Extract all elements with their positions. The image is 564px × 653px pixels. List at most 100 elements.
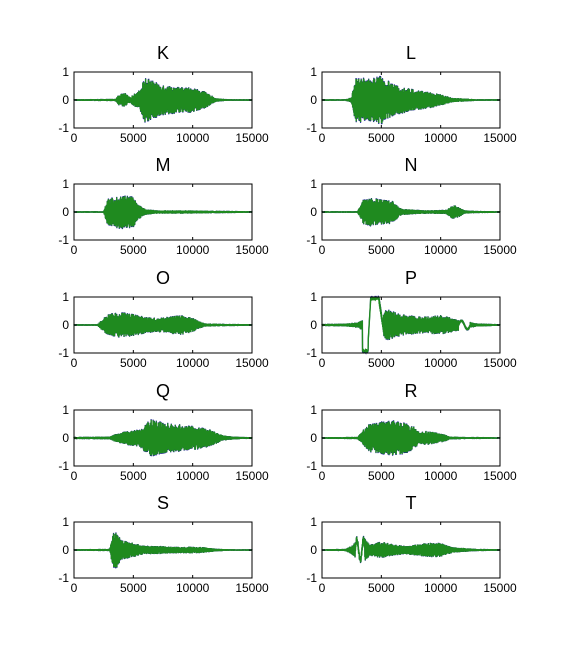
y-tick-label: 0	[310, 431, 317, 445]
x-tick-label: 0	[71, 469, 78, 483]
x-tick-label: 5000	[368, 469, 395, 483]
subplot-title: L	[406, 43, 416, 63]
series-overlay-line	[73, 419, 253, 456]
subplot-n: N0 5000 10000 15000-101	[306, 155, 517, 257]
x-tick-label: 0	[319, 131, 326, 145]
x-tick-label: 5000	[368, 131, 395, 145]
x-tick-label: 5000	[120, 243, 147, 257]
x-tick-label: 5000	[120, 469, 147, 483]
x-tick-label: 0	[71, 356, 78, 370]
subplot-title: T	[406, 493, 417, 513]
x-tick-label: 5000	[120, 581, 147, 595]
subplot-title: S	[157, 493, 169, 513]
x-tick-label: 15000	[235, 581, 269, 595]
x-tick-label: 15000	[483, 356, 517, 370]
series-overlay-line	[321, 76, 501, 124]
x-tick-label: 10000	[424, 581, 458, 595]
x-tick-label: 5000	[368, 581, 395, 595]
x-tick-label: 15000	[235, 131, 269, 145]
subplot-t: T0 5000 10000 15000-101	[306, 493, 517, 595]
subplot-title: M	[156, 155, 171, 175]
y-tick-label: -1	[58, 459, 69, 473]
series-overlay-line	[321, 198, 501, 226]
x-tick-label: 15000	[483, 581, 517, 595]
x-tick-label: 10000	[176, 469, 210, 483]
x-tick-label: 15000	[235, 356, 269, 370]
x-tick-label: 0	[71, 243, 78, 257]
x-tick-label: 10000	[176, 131, 210, 145]
x-tick-label: 15000	[235, 469, 269, 483]
y-tick-label: -1	[306, 233, 317, 247]
y-tick-label: 1	[62, 177, 69, 191]
y-tick-label: -1	[58, 346, 69, 360]
x-tick-label: 0	[71, 581, 78, 595]
y-tick-label: 0	[310, 93, 317, 107]
y-tick-label: 0	[62, 543, 69, 557]
y-tick-label: -1	[306, 346, 317, 360]
y-tick-label: 1	[62, 403, 69, 417]
y-tick-label: -1	[306, 121, 317, 135]
subplot-p: P0 5000 10000 15000-101	[306, 268, 517, 370]
series-overlay-line	[73, 533, 253, 568]
y-tick-label: 0	[62, 431, 69, 445]
x-tick-label: 0	[319, 581, 326, 595]
y-tick-label: 1	[310, 65, 317, 79]
subplot-title: K	[157, 43, 169, 63]
subplot-title: Q	[156, 381, 170, 401]
y-tick-label: 0	[62, 318, 69, 332]
y-tick-label: -1	[306, 571, 317, 585]
x-tick-label: 15000	[483, 243, 517, 257]
x-tick-label: 15000	[235, 243, 269, 257]
x-tick-label: 15000	[483, 131, 517, 145]
subplot-s: S0 5000 10000 15000-101	[58, 493, 269, 595]
y-tick-label: 1	[62, 515, 69, 529]
y-tick-label: -1	[58, 121, 69, 135]
x-tick-label: 10000	[424, 131, 458, 145]
y-tick-label: -1	[58, 571, 69, 585]
x-tick-label: 10000	[176, 356, 210, 370]
x-tick-label: 5000	[368, 356, 395, 370]
y-tick-label: 0	[62, 93, 69, 107]
y-tick-label: 1	[310, 177, 317, 191]
series-overlay-line	[321, 536, 501, 563]
x-tick-label: 0	[319, 469, 326, 483]
y-tick-label: 1	[310, 515, 317, 529]
y-tick-label: 0	[310, 318, 317, 332]
subplot-k: K0 5000 10000 15000-101	[58, 43, 269, 145]
series-overlay-line	[73, 196, 253, 229]
x-tick-label: 5000	[120, 131, 147, 145]
x-tick-label: 5000	[368, 243, 395, 257]
series-overlay-line	[73, 312, 253, 338]
y-tick-label: 1	[310, 403, 317, 417]
subplot-m: M0 5000 10000 15000-101	[58, 155, 269, 257]
subplot-title: N	[405, 155, 418, 175]
subplot-title: O	[156, 268, 170, 288]
y-tick-label: 1	[310, 290, 317, 304]
x-tick-label: 10000	[424, 243, 458, 257]
series-overlay-line	[321, 295, 501, 355]
subplot-q: Q0 5000 10000 15000-101	[58, 381, 269, 483]
series-overlay-line	[73, 78, 253, 122]
subplot-title: P	[405, 268, 417, 288]
x-tick-label: 0	[319, 243, 326, 257]
y-tick-label: -1	[306, 459, 317, 473]
subplot-r: R0 5000 10000 15000-101	[306, 381, 517, 483]
subplot-l: L0 5000 10000 15000-101	[306, 43, 517, 145]
x-tick-label: 0	[319, 356, 326, 370]
y-tick-label: -1	[58, 233, 69, 247]
x-tick-label: 15000	[483, 469, 517, 483]
y-tick-label: 1	[62, 65, 69, 79]
series-overlay-line	[321, 420, 501, 456]
y-tick-label: 0	[62, 205, 69, 219]
x-tick-label: 10000	[424, 469, 458, 483]
x-tick-label: 5000	[120, 356, 147, 370]
x-tick-label: 10000	[424, 356, 458, 370]
subplot-title: R	[405, 381, 418, 401]
x-tick-label: 0	[71, 131, 78, 145]
subplot-o: O0 5000 10000 15000-101	[58, 268, 269, 370]
y-tick-label: 1	[62, 290, 69, 304]
x-tick-label: 10000	[176, 243, 210, 257]
x-tick-label: 10000	[176, 581, 210, 595]
y-tick-label: 0	[310, 205, 317, 219]
